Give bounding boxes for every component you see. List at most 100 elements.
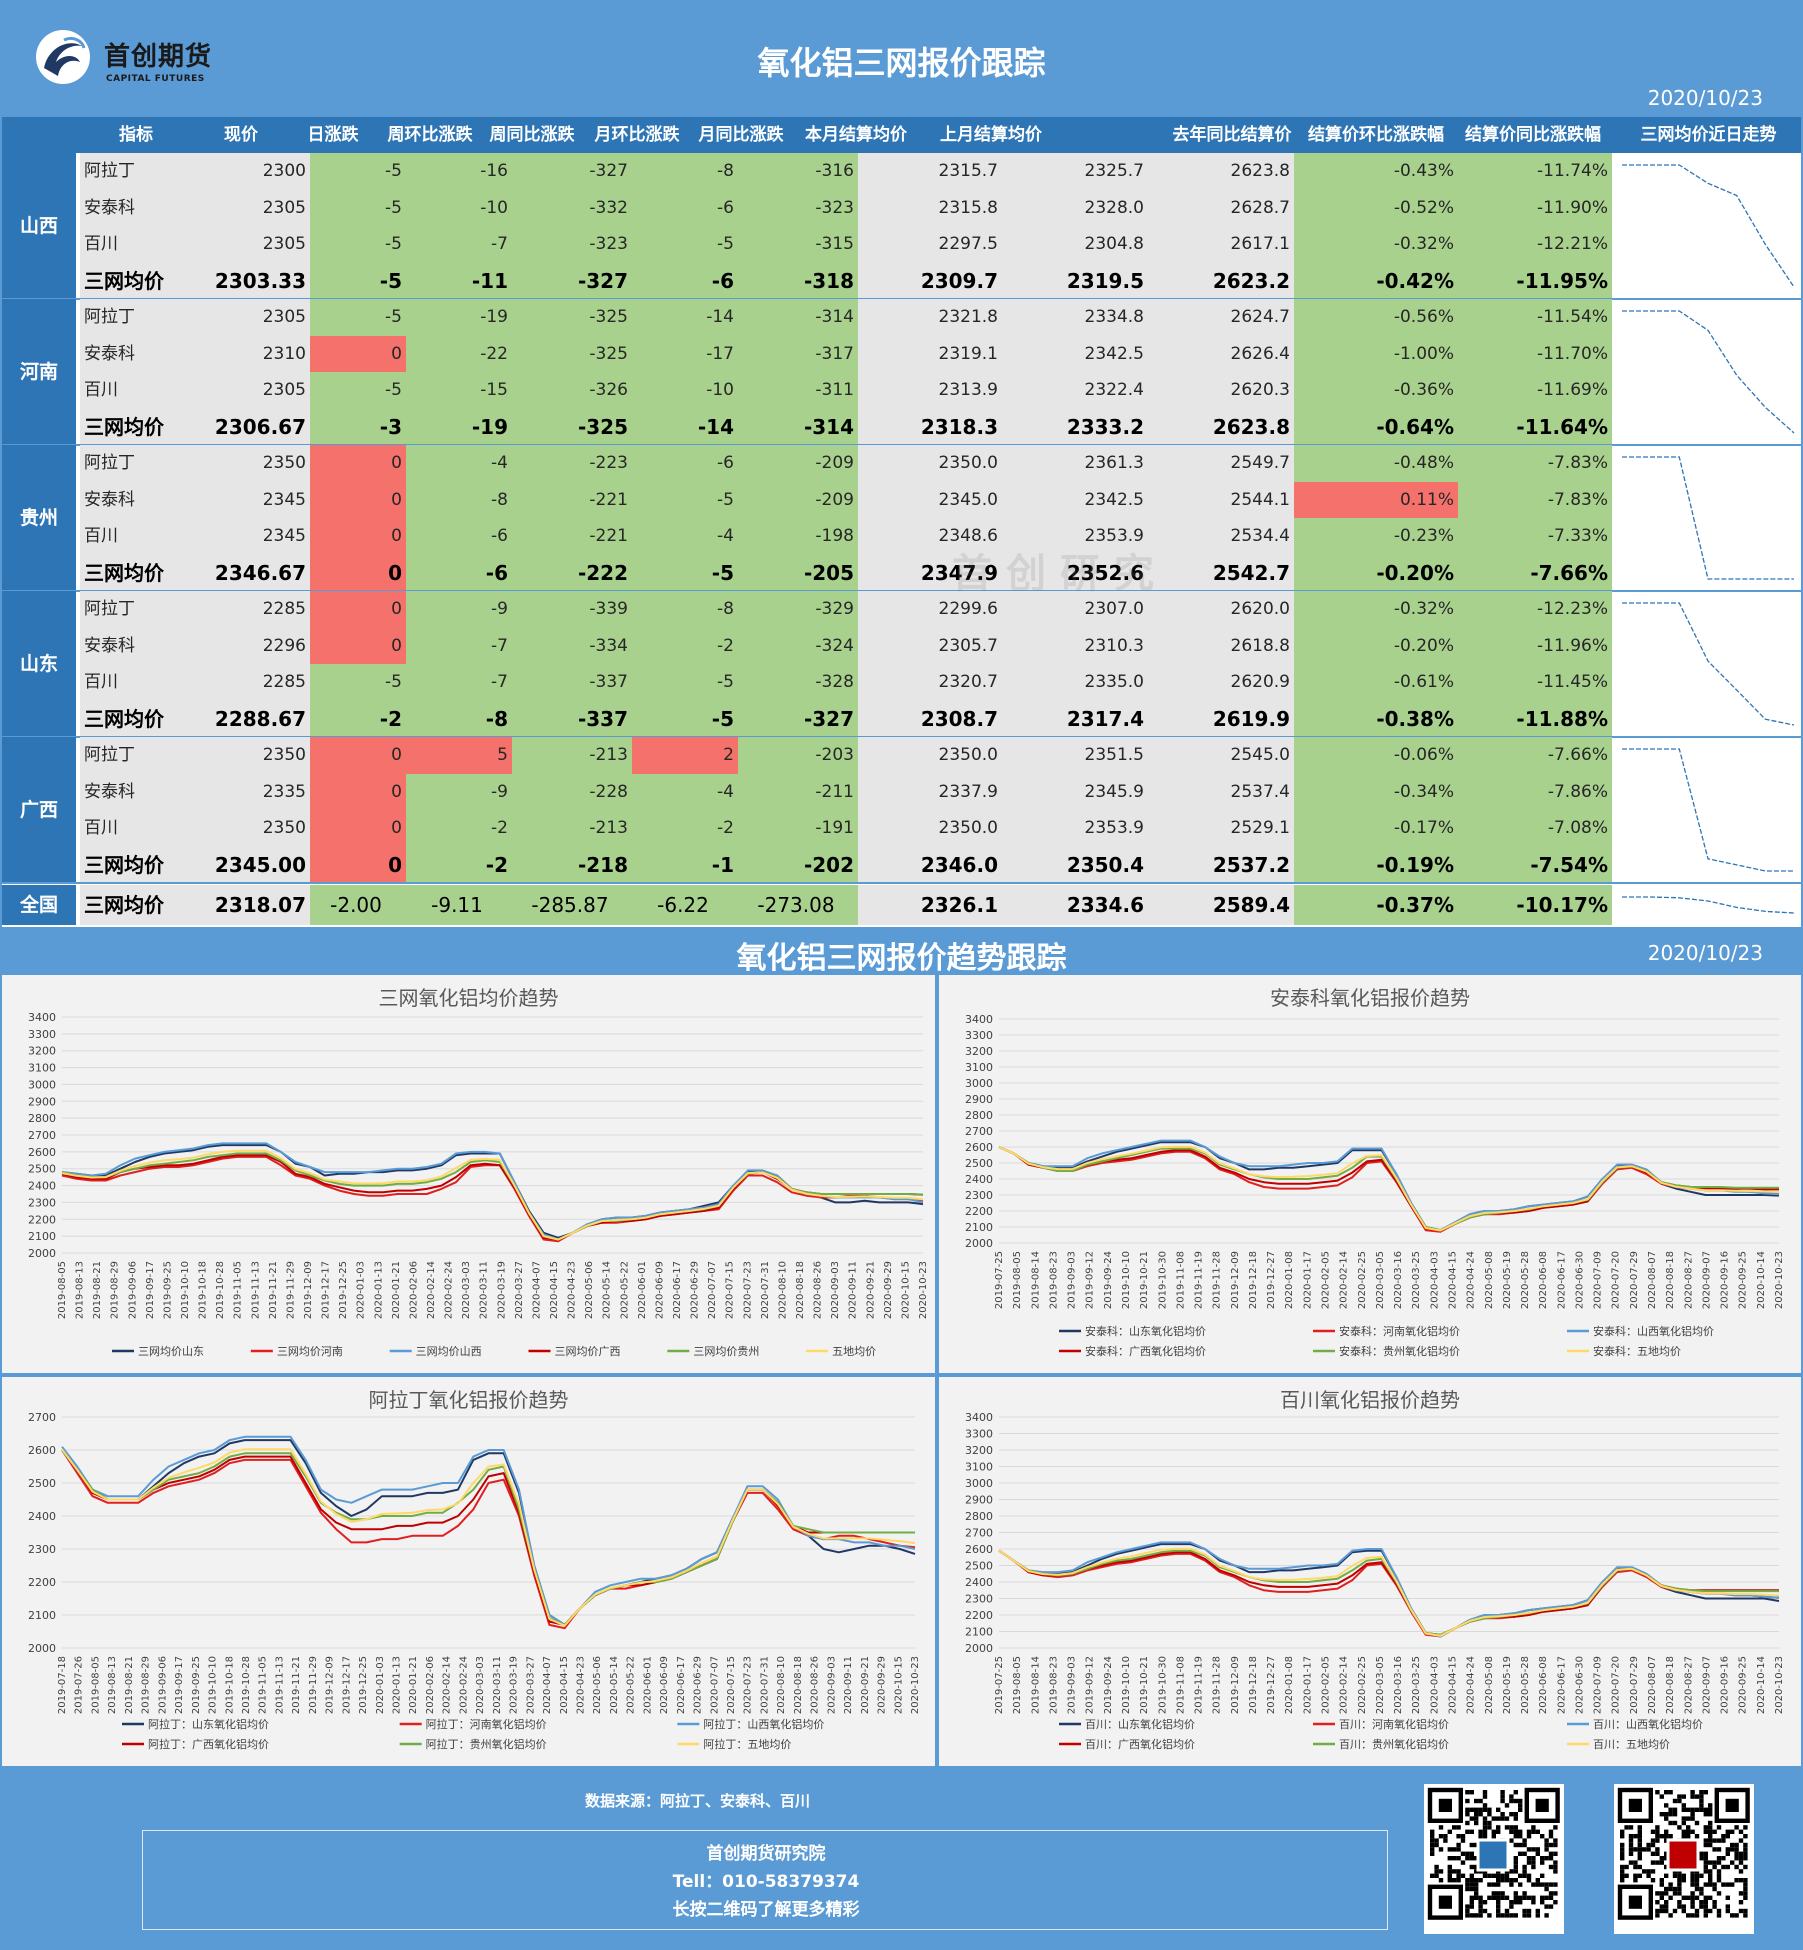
- x-tick-label: 2020-09-11: [843, 1656, 854, 1714]
- x-tick-label: 2020-01-21: [408, 1656, 419, 1714]
- cell-prev_avg: 2334.8: [1002, 299, 1148, 336]
- y-tick-label: 2700: [28, 1411, 56, 1424]
- x-tick-label: 2019-11-21: [291, 1656, 302, 1714]
- x-tick-label: 2019-12-17: [341, 1656, 352, 1714]
- cell-cur_avg: 2320.7: [858, 664, 1002, 701]
- cell-cur_avg: 2347.9: [858, 554, 1002, 591]
- col-header-7: 本月结算均价: [805, 125, 907, 145]
- y-tick-label: 2300: [965, 1189, 993, 1202]
- cell-national-prev_avg: 2334.6: [1002, 885, 1148, 925]
- chart-title: 阿拉丁氧化铝报价趋势: [369, 1388, 569, 1412]
- legend-label: 百川：广西氧化铝均价: [1085, 1737, 1195, 1751]
- cell-pct_yoy: -12.21%: [1458, 226, 1612, 263]
- x-tick-label: 2020-02-14: [442, 1656, 453, 1714]
- series-line-5: [998, 1145, 1780, 1232]
- x-tick-label: 2019-10-10: [180, 1261, 191, 1319]
- cell-pct_yoy: -11.64%: [1458, 408, 1612, 445]
- cell-wk_mom: -8: [406, 700, 512, 737]
- cell-pct_mom: -0.61%: [1294, 664, 1458, 701]
- sparkline-path: [1622, 456, 1794, 580]
- x-tick-label: 2020-07-09: [1593, 1656, 1604, 1714]
- cell-mo_mom: -6: [632, 445, 738, 482]
- y-tick-label: 2200: [28, 1576, 56, 1589]
- cell-day: -5: [310, 299, 406, 336]
- cell-mo_yoy: -202: [738, 846, 858, 883]
- cell-label: 三网均价: [80, 262, 188, 299]
- cell-cur_avg: 2346.0: [858, 846, 1002, 883]
- x-tick-label: 2020-02-06: [408, 1261, 419, 1319]
- cell-mo_yoy: -311: [738, 372, 858, 409]
- x-tick-label: 2019-09-17: [145, 1261, 156, 1319]
- cell-pct_mom: -0.19%: [1294, 846, 1458, 883]
- cell-mo_yoy: -314: [738, 408, 858, 445]
- cell-mo_mom: -5: [632, 226, 738, 263]
- x-tick-label: 2020-08-18: [795, 1261, 806, 1319]
- cell-ly_avg: 2620.9: [1148, 664, 1294, 701]
- cell-cur_avg: 2299.6: [858, 591, 1002, 628]
- cell-prev_avg: 2361.3: [1002, 445, 1148, 482]
- x-tick-label: 2019-11-28: [1212, 1656, 1223, 1714]
- chart-title: 百川氧化铝报价趋势: [1280, 1388, 1460, 1412]
- cell-label: 百川: [80, 518, 188, 555]
- qr-code-2[interactable]: [1614, 1784, 1754, 1934]
- x-tick-label: 2020-07-31: [759, 1656, 770, 1714]
- x-tick-label: 2019-11-28: [1212, 1251, 1223, 1309]
- cell-wk_yoy: -323: [512, 226, 632, 263]
- legend-label: 三网均价山西: [416, 1345, 482, 1358]
- x-tick-label: 2019-09-06: [157, 1656, 168, 1714]
- cell-day: 0: [310, 846, 406, 883]
- col-header-6: 月同比涨跌: [698, 125, 784, 145]
- cell-mo_yoy: -317: [738, 335, 858, 372]
- qr-code-1[interactable]: [1424, 1784, 1564, 1934]
- y-tick-label: 2000: [28, 1247, 56, 1260]
- x-tick-label: 2019-07-25: [994, 1656, 1005, 1714]
- x-tick-label: 2019-07-18: [57, 1656, 68, 1714]
- cell-national-wk_yoy: -285.87: [512, 885, 632, 925]
- cell-mo_yoy: -205: [738, 554, 858, 591]
- cell-pct_yoy: -11.88%: [1458, 700, 1612, 737]
- x-tick-label: 2020-06-17: [676, 1656, 687, 1714]
- x-tick-label: 2020-05-08: [1484, 1656, 1495, 1714]
- col-header-4: 周同比涨跌: [489, 125, 575, 145]
- x-tick-label: 2020-04-24: [1466, 1656, 1477, 1714]
- x-tick-label: 2020-07-07: [707, 1261, 718, 1319]
- cell-prev_avg: 2333.2: [1002, 408, 1148, 445]
- x-tick-label: 2020-03-03: [461, 1261, 472, 1319]
- cell-prev_avg: 2310.3: [1002, 627, 1148, 664]
- col-header-1: 现价: [224, 125, 258, 145]
- x-tick-label: 2020-08-07: [1647, 1251, 1658, 1309]
- x-tick-label: 2019-10-30: [1157, 1656, 1168, 1714]
- x-tick-label: 2019-09-24: [1103, 1656, 1114, 1714]
- x-tick-label: 2019-09-24: [1103, 1251, 1114, 1309]
- y-tick-label: 3200: [28, 1045, 56, 1058]
- cell-wk_mom: -4: [406, 445, 512, 482]
- legend-label: 三网均价广西: [555, 1345, 621, 1358]
- x-tick-label: 2020-09-03: [826, 1656, 837, 1714]
- y-tick-label: 2800: [965, 1109, 993, 1122]
- logo-text-cn: 首创期货: [104, 42, 213, 72]
- cell-pct_mom: -0.38%: [1294, 700, 1458, 737]
- cell-mo_yoy: -323: [738, 189, 858, 226]
- cell-mo_yoy: -314: [738, 299, 858, 336]
- cell-day: -5: [310, 189, 406, 226]
- legend-label: 百川：山东氧化铝均价: [1085, 1717, 1195, 1731]
- sparkline-path: [1622, 164, 1795, 288]
- cell-price: 2296: [188, 627, 310, 664]
- cell-national-mo_yoy: -273.08: [738, 885, 858, 925]
- y-tick-label: 3400: [965, 1013, 993, 1026]
- col-header-11: 结算价同比涨跌幅: [1465, 125, 1601, 145]
- cell-cur_avg: 2318.3: [858, 408, 1002, 445]
- x-tick-label: 2019-08-05: [57, 1261, 68, 1319]
- x-tick-label: 2020-04-07: [531, 1261, 542, 1319]
- x-tick-label: 2020-05-14: [602, 1261, 613, 1319]
- y-tick-label: 2600: [28, 1146, 56, 1159]
- x-tick-label: 2019-10-30: [1157, 1251, 1168, 1309]
- table-header-row: 指标 现价 日涨跌 周环比涨跌 周同比涨跌 月环比涨跌 月同比涨跌 本月结算均价 上月结算均价 去…: [2, 117, 1801, 153]
- legend-label: 阿拉丁：贵州氧化铝均价: [426, 1737, 547, 1751]
- sparkline-4: [1616, 737, 1801, 883]
- x-tick-label: 2020-05-19: [1502, 1656, 1513, 1714]
- cell-cur_avg: 2297.5: [858, 226, 1002, 263]
- cell-prev_avg: 2325.7: [1002, 153, 1148, 190]
- national-label: 全国: [2, 885, 76, 925]
- province-label: 山东: [2, 591, 76, 737]
